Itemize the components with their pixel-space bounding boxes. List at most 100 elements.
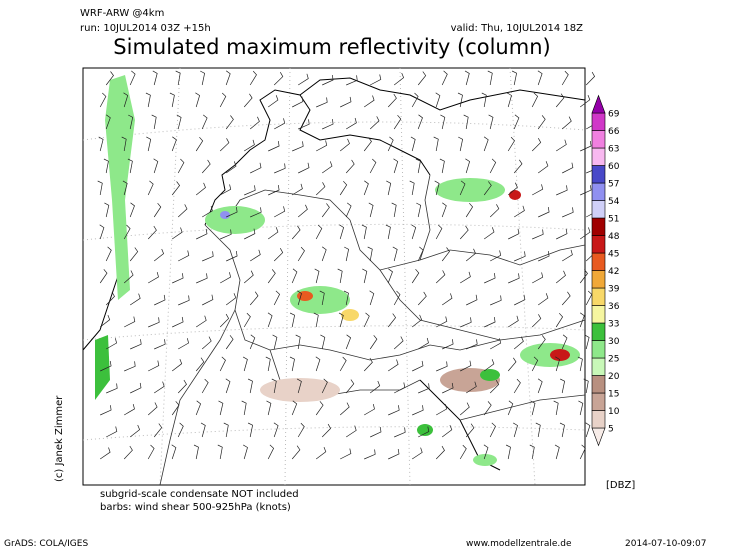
wind-barb [579,94,591,108]
wind-barb [289,356,295,372]
wind-barb [176,114,182,130]
coastline [204,89,431,226]
wind-barb [387,93,397,108]
wind-barb [123,92,129,108]
wind-barb [418,337,429,350]
wind-barb [100,405,112,416]
wind-barb [100,360,112,372]
wind-barb [244,185,256,196]
wind-barb [267,269,276,284]
wind-barb [339,138,350,152]
wind-barb [217,444,223,460]
wind-barb [129,293,141,306]
wind-barb [507,400,514,416]
wind-barb [154,339,166,350]
coastline [299,77,586,111]
wind-barb [244,228,256,240]
wind-barb [417,114,423,130]
wind-barb [465,381,477,394]
border [379,269,501,341]
wind-barb [412,405,424,416]
wind-barb [507,315,519,328]
wind-barb [483,181,492,196]
wind-barb [200,422,206,438]
wind-barb [153,158,159,174]
wind-barb [556,228,568,240]
border [459,394,586,421]
wind-barb [295,334,301,350]
wind-barb [435,224,443,240]
colorbar-label: 42 [608,267,619,277]
wind-barb [105,291,115,306]
wind-barb [339,402,350,416]
wind-barb [130,339,142,350]
wind-barb [314,268,320,284]
wind-barb [243,139,255,152]
wind-barb [171,358,183,372]
wind-barb [297,422,305,438]
wind-barb [219,356,226,372]
wind-barb [579,227,591,240]
wind-barb [148,317,160,328]
wind-barb [153,202,162,218]
colorbar-label: 36 [608,302,620,312]
wind-barb [289,312,295,328]
wind-barb [362,268,368,284]
colorbar-box [591,165,606,184]
wind-barb [274,118,286,130]
wind-barb [460,317,472,328]
wind-barb [442,339,454,350]
wind-barb [249,291,259,306]
run-label: run: 10JUL2014 03Z +15h [80,23,211,34]
wind-barb [465,248,476,262]
wind-barb [489,380,500,394]
wind-barb [387,359,399,372]
wind-barb [555,312,564,328]
wind-barb [483,401,492,416]
wind-barb [433,136,439,152]
wind-barb [531,138,542,152]
wind-barb [127,158,133,174]
wind-barb [412,360,424,372]
wind-barb [411,447,423,460]
wind-barb [537,70,543,86]
wind-barb [393,114,402,130]
wind-barb [344,246,349,262]
echo-core [341,309,359,321]
wind-barb [97,180,103,196]
wind-barb [513,336,524,350]
wind-barb [442,382,454,394]
wind-barb [487,70,493,86]
wind-barb [242,356,248,372]
wind-barb [561,334,568,350]
wind-barb [417,246,424,262]
wind-barb [415,158,421,174]
wind-barb [202,251,214,262]
colorbar-label: 5 [608,425,614,435]
wind-barb [195,92,201,108]
wind-barb [537,293,549,306]
colorbar-label: 33 [608,320,619,330]
wind-barb [226,250,238,262]
wind-barb [555,356,561,372]
wind-barb [411,92,419,108]
wind-barb [121,136,127,152]
wind-barb [273,248,284,262]
wind-barb [490,295,502,306]
wind-barb [104,202,110,218]
wind-barb [490,250,502,262]
wind-barb [561,70,569,86]
wind-barb [128,114,134,130]
wind-barb [195,136,204,152]
echo-core [509,190,521,200]
wind-barb [580,140,592,152]
wind-barb [321,423,332,438]
wind-barb [457,92,463,108]
colorbar-box [591,287,606,306]
wind-barb [145,92,151,108]
colorbar-label: 10 [608,407,620,417]
wind-barb [315,182,326,196]
wind-barb [532,272,544,284]
graticule [82,325,586,341]
wind-barb [106,338,118,350]
